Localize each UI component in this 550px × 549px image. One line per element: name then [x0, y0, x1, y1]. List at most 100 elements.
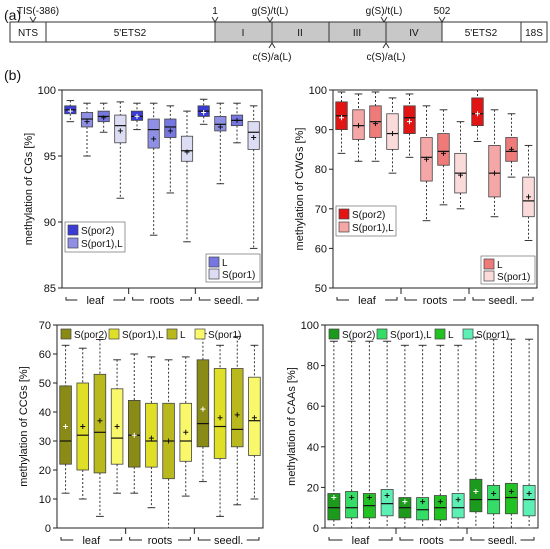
pos-start-label: 1	[212, 6, 218, 17]
y-tick-label: 70	[39, 320, 51, 332]
iqr-box	[469, 478, 483, 513]
mean-marker	[441, 150, 446, 156]
mean-marker	[151, 136, 157, 142]
legend-label-1: S(por1),L	[81, 239, 123, 250]
segment-II: II	[297, 28, 303, 39]
box-seedl.-2	[505, 113, 518, 178]
mean-marker	[101, 115, 107, 121]
legend-label-1: S(por1),L	[122, 330, 164, 341]
y-tick-label: 20	[39, 465, 51, 477]
legend-swatch	[194, 328, 206, 340]
iqr-box	[196, 359, 210, 448]
pos-end-label: 502	[434, 6, 451, 17]
legend-swatch	[338, 221, 350, 233]
box-roots-3	[179, 356, 192, 497]
y-tick-label: 70	[315, 204, 327, 216]
iqr-box	[380, 489, 394, 517]
mean-marker	[373, 121, 378, 127]
legend-swatch	[108, 328, 120, 340]
mean-marker	[366, 495, 372, 501]
mean-marker	[331, 495, 337, 501]
group-label-1: roots	[150, 295, 175, 307]
box-leaf-1	[80, 102, 94, 157]
box-leaf-1	[76, 347, 89, 500]
panel-a-label: (a)	[4, 7, 21, 23]
mean-marker	[390, 131, 395, 137]
box-roots-0	[130, 102, 144, 131]
mean-marker	[200, 406, 206, 412]
y-tick-label: 60	[315, 243, 327, 255]
legend-label-3: S(por1)	[208, 330, 241, 341]
mean-marker	[509, 146, 514, 152]
box-seedl.-2	[504, 338, 518, 529]
y-tick-label: 80	[315, 164, 327, 176]
group-label-bg	[342, 533, 379, 547]
legend-label-3: S(por1)	[476, 330, 509, 341]
box-leaf-1	[345, 340, 359, 529]
group-label-bg	[210, 293, 247, 307]
legend-label-0: S(por2)	[342, 330, 375, 341]
legend-label-2: L	[180, 330, 186, 341]
chart-cg: 85 90 95 100 methylation of CGs [%] leaf roots…	[23, 85, 263, 307]
legend-swatch	[462, 328, 474, 340]
mean-marker	[339, 115, 344, 121]
box-leaf-1	[352, 93, 365, 162]
iqr-box	[327, 493, 341, 521]
box-roots-1	[147, 102, 160, 236]
group-label-0: leaf	[352, 535, 371, 547]
mean-marker	[437, 499, 443, 505]
iqr-box	[214, 116, 227, 132]
group-label-bg	[210, 533, 247, 547]
plot-frame	[332, 89, 538, 289]
box-roots-3	[180, 110, 194, 243]
motif-bottom-2: c(S)/a(L)	[367, 52, 406, 63]
mean-marker	[526, 490, 532, 496]
group-label-bg	[142, 533, 178, 547]
box-seedl.-3	[247, 105, 260, 249]
iqr-box	[437, 133, 450, 166]
legend-label-0: S(por2)	[352, 210, 385, 221]
group-label-1: roots	[148, 535, 173, 547]
mean-marker	[349, 495, 355, 501]
legend-swatch	[338, 208, 350, 220]
mean-marker	[183, 429, 189, 435]
group-label-bg	[77, 293, 114, 307]
box-roots-1	[145, 356, 158, 509]
legend-swatch	[67, 224, 79, 236]
legend-swatch	[483, 258, 495, 270]
iqr-box	[451, 493, 465, 519]
mean-marker	[455, 497, 461, 503]
iqr-box	[164, 118, 177, 138]
box-roots-2	[437, 109, 450, 206]
box-roots-3	[451, 344, 465, 529]
group-label-1: roots	[419, 535, 444, 547]
group-label-2: seedl.	[214, 295, 243, 307]
legend-label-3: S(por1)	[497, 272, 530, 283]
y-tick-label: 40	[307, 442, 319, 454]
box-seedl.-1	[488, 109, 501, 218]
legend: S(por2)S(por1),LLS(por1)	[335, 205, 536, 285]
mean-marker	[166, 438, 172, 444]
mean-marker	[84, 119, 90, 125]
ets-left-label: 5'ETS2	[114, 28, 147, 39]
y-axis-label: methylation of CGs [%]	[23, 133, 35, 246]
box-roots-2	[433, 344, 447, 529]
mean-marker	[526, 194, 531, 200]
group-label-0: leaf	[86, 295, 105, 307]
mean-marker	[97, 418, 103, 424]
group-label-bg	[484, 533, 521, 547]
box-roots-1	[416, 344, 430, 529]
motif-bottom-1: c(S)/a(L)	[253, 52, 292, 63]
mean-marker	[148, 435, 154, 441]
y-tick-label: 90	[44, 217, 56, 229]
group-label-bg	[417, 293, 453, 307]
chart-ccg: 0 10 20 30 40 50 60 70 methylation of CCGs [%] le…	[18, 320, 264, 547]
s18-label: 18S	[525, 28, 543, 39]
group-label-bg	[413, 533, 450, 547]
segment-I: I	[242, 28, 245, 39]
box-roots-0	[128, 353, 141, 494]
box-leaf-2	[97, 102, 110, 133]
box-roots-3	[454, 121, 467, 210]
